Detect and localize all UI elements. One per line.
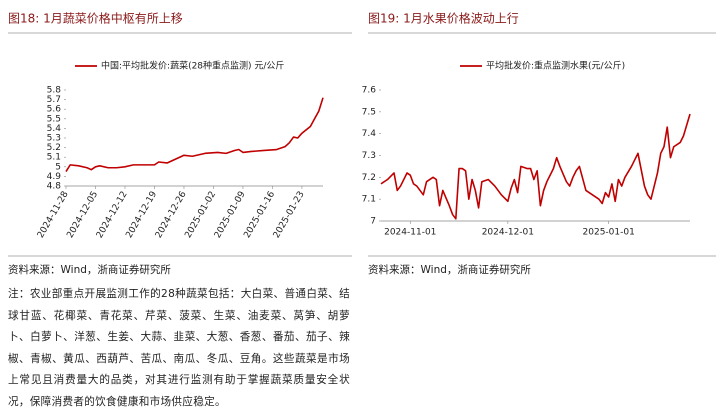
x-tick-label: 2024-12-19	[124, 190, 159, 241]
note: 注：农业部重点开展监测工作的28种蔬菜包括：大白菜、普通白菜、结球甘蓝、花椰菜、…	[8, 288, 350, 408]
y-tick-label: 5.6	[47, 105, 62, 115]
x-tick-label: 2024-12-12	[95, 190, 130, 240]
y-tick-label: 5	[55, 162, 61, 172]
y-tick-label: 5.8	[47, 86, 62, 96]
y-tick-label: 5.7	[47, 95, 61, 105]
y-tick-label: 7.5	[362, 107, 376, 117]
y-tick-label: 4.9	[47, 172, 62, 182]
y-tick-label: 7.6	[362, 86, 377, 96]
y-tick-label: 7.2	[362, 173, 376, 183]
x-tick-label: 2024-12-26	[154, 190, 189, 241]
y-tick-label: 7.4	[362, 129, 377, 139]
y-tick-label: 5.2	[47, 143, 61, 153]
x-tick-label: 2025-01-16	[242, 190, 277, 241]
y-tick-label: 4.8	[47, 182, 62, 192]
x-tick-label: 2024-12-05	[65, 190, 100, 240]
legend-label: 中国:平均批发价:蔬菜(28种重点监测) 元/公斤	[101, 60, 284, 72]
figure-title: 图18: 1月蔬菜价格中枢有所上移	[8, 11, 183, 26]
figure-title: 图19: 1月水果价格波动上行	[368, 11, 519, 26]
source: 资料来源：Wind，浙商证券研究所	[368, 263, 531, 276]
x-tick-label: 2025-01-01	[583, 228, 635, 238]
x-tick-label: 2024-12-01	[482, 228, 534, 238]
y-tick-label: 7.1	[362, 195, 376, 205]
y-tick-label: 5.5	[47, 114, 61, 124]
x-tick-label: 2025-01-09	[213, 190, 248, 241]
x-tick-label: 2024-11-01	[384, 228, 436, 238]
source: 资料来源：Wind，浙商证券研究所	[8, 263, 171, 276]
x-tick-label: 2025-01-23	[272, 190, 307, 240]
y-tick-label: 5.1	[47, 153, 61, 163]
y-tick-label: 5.3	[47, 134, 61, 144]
y-tick-label: 7	[370, 217, 376, 227]
series-line	[65, 97, 324, 173]
y-tick-label: 7.3	[362, 151, 376, 161]
y-tick-label: 5.4	[47, 124, 62, 134]
legend-label: 平均批发价:重点监测水果(元/公斤)	[486, 60, 625, 72]
x-tick-label: 2024-11-28	[36, 190, 71, 241]
series-line	[380, 113, 691, 220]
x-tick-label: 2025-01-02	[183, 190, 218, 240]
